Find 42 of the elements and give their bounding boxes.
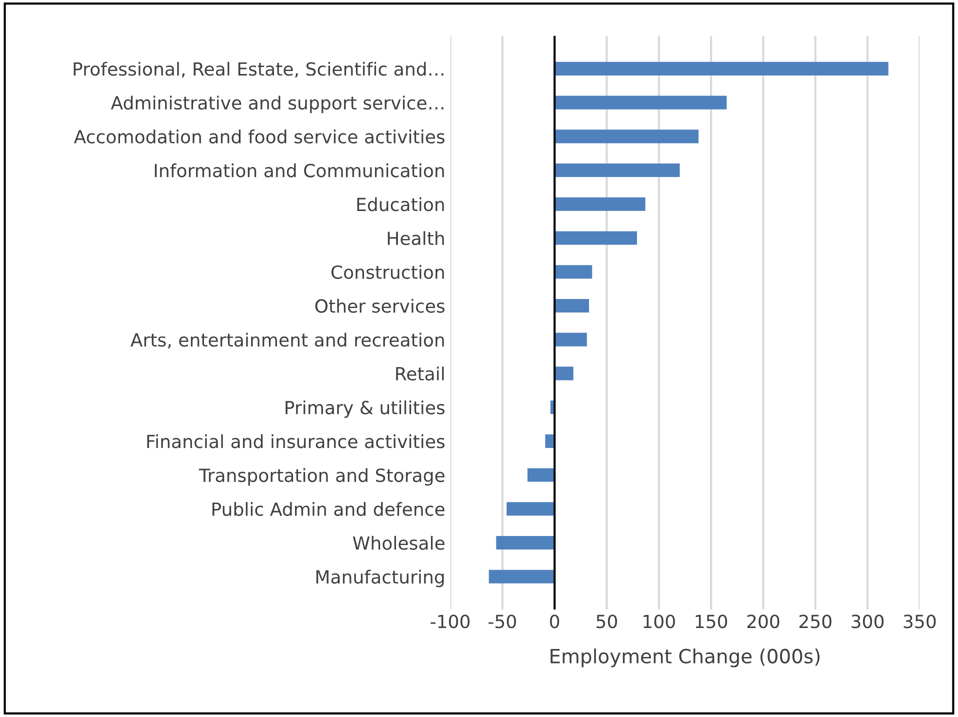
bar — [554, 298, 589, 312]
y-tick-label: Transportation and Storage — [198, 468, 444, 486]
y-tick-label: Wholesale — [352, 536, 444, 550]
bar — [554, 96, 727, 110]
bar — [554, 62, 888, 76]
x-tick-label: 250 — [799, 614, 832, 628]
bar — [506, 502, 555, 516]
y-tick-label: Professional, Real Estate, Scientific and… — [74, 62, 444, 78]
bar — [527, 468, 555, 482]
y-tick-label: Financial and insurance activities — [147, 434, 445, 448]
x-tick-label: 50 — [596, 614, 618, 628]
bar — [554, 164, 680, 178]
x-tick-label: 150 — [696, 614, 728, 628]
y-tick-label: Other services — [315, 298, 445, 313]
bar — [554, 366, 574, 380]
x-tick-label: -50 — [488, 614, 516, 628]
y-tick-label: Retail — [396, 366, 444, 381]
y-tick-label: Public Admin and defence — [212, 502, 444, 516]
bar — [554, 265, 592, 279]
x-tick-label: 0 — [550, 614, 560, 628]
y-tick-label: Health — [388, 231, 444, 246]
y-tick-label: Construction — [331, 265, 444, 279]
bar — [488, 570, 555, 584]
y-tick-label: Manufacturing — [316, 570, 444, 588]
y-tick-label: Arts, entertainment and recreation — [130, 332, 444, 349]
x-tick-label: 350 — [904, 614, 936, 628]
bar — [554, 197, 646, 211]
x-tick-label: 100 — [644, 614, 675, 628]
x-axis-title: Employment Change (000s) — [550, 648, 820, 668]
y-tick-label: Primary & utilities — [286, 400, 445, 418]
bar — [554, 332, 587, 346]
bar — [545, 434, 555, 448]
bar — [496, 536, 555, 550]
y-tick-label: Education — [357, 197, 444, 212]
y-tick-label: Accomodation and food service activities — [74, 130, 445, 144]
x-tick-label: -100 — [430, 614, 470, 628]
y-tick-label: Administrative and support service… — [110, 96, 444, 114]
bar — [554, 130, 699, 144]
bar — [554, 231, 637, 245]
y-tick-label: Information and Communication — [154, 163, 444, 178]
x-tick-label: 300 — [852, 614, 884, 628]
x-tick-label: 200 — [747, 614, 780, 628]
